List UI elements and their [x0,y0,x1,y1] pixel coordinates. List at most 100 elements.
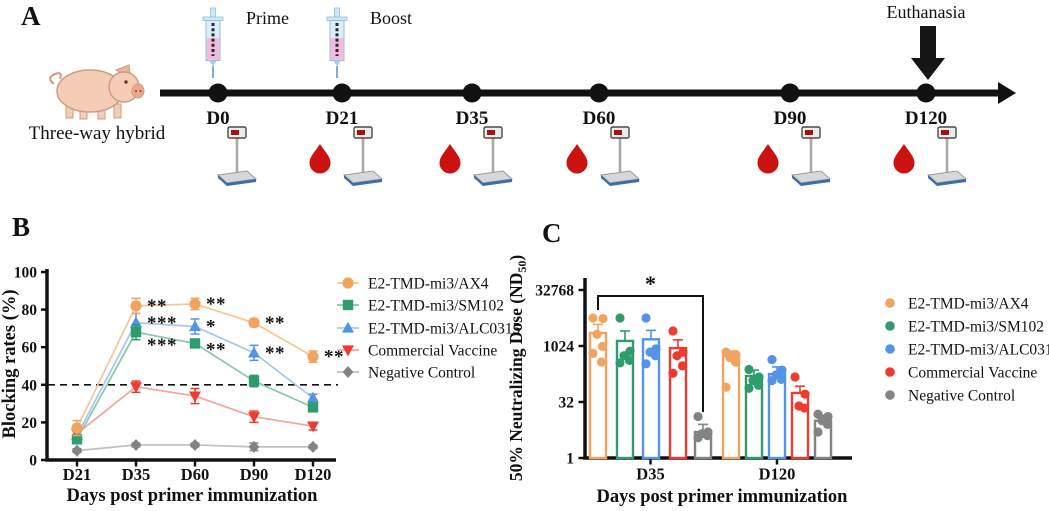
legend-item-E2-TMD-mi3/SM102: E2-TMD-mi3/SM102 [885,319,1044,336]
weighing-scale-icon [790,126,832,186]
panel-a-timeline-diagram: D0 Prime D21 Boost D35 D60 D90 D120 Euthanasia Th… [29,2,1016,186]
data-point [799,403,810,413]
significance-label: ** [147,296,167,317]
axes: 1 32 1024 32768 D35 D120 [535,278,852,484]
data-point [693,411,703,422]
y-axis-title: 50% Neutralizing Dose (ND50) [506,255,529,482]
significance-label: ** [206,339,226,360]
axes: 0 20 40 60 80 100 D21 D35 D60 D90 D120 [14,265,336,484]
timepoint-D35: D35 [439,83,514,186]
y-tick-label: 60 [22,340,38,357]
significance-bracket [597,295,704,412]
panel-b-line-chart: 0 20 40 60 80 100 D21 D35 D60 D90 D120 Blocking rat… [0,265,521,507]
legend-item-E2-TMD-mi3/ALC0315: E2-TMD-mi3/ALC0315 [337,321,521,338]
panel-a-label: A [21,1,41,31]
y-tick-label: 40 [22,377,38,394]
data-point [800,389,810,399]
legend-label: E2-TMD-mi3/ALC0315 [368,321,521,338]
euthanasia-label: Euthanasia [887,2,966,22]
legend-item-E2-TMD-mi3/SM102: E2-TMD-mi3/SM102 [337,298,504,315]
timeline-dot [780,83,800,103]
y-tick-label: 100 [14,265,38,282]
legend-dot-icon [885,390,895,400]
y-tick-label: 80 [22,302,38,319]
data-point [813,427,823,437]
legend-label: Commercial Vaccine [368,343,497,360]
data-point [753,380,764,390]
significance-label: ** [324,347,344,368]
series-E2-TMD-mi3/SM102 [71,323,319,445]
x-axis-title: Days post primer immunization [67,486,319,506]
legend-label: E2-TMD-mi3/AX4 [368,276,489,293]
x-tick-label: D120 [759,465,796,484]
timepoint-day-label: D21 [326,108,359,129]
panel-c-label: C [542,218,562,248]
significance-label: ** [265,343,285,364]
timeline-dot [208,83,228,103]
significance-label: *** [147,335,177,356]
timeline-bar [160,89,998,97]
significance-label: ** [206,294,226,315]
timeline-dot [462,83,482,103]
data-point [668,368,678,378]
timepoint-day-label: D0 [206,108,229,129]
legend-label: Negative Control [908,388,1015,405]
legend-label: E2-TMD-mi3/ALC0315 [908,342,1049,359]
data-point [588,313,598,323]
x-tick-label: D35 [122,465,150,484]
data-point [615,358,625,368]
y-tick-label: 32 [559,395,575,412]
legend-item-E2-TMD-mi3/ALC0315: E2-TMD-mi3/ALC0315 [885,342,1049,359]
timepoint-day-label: D60 [583,108,616,129]
bar [767,372,787,460]
bar-series-E2-TMD-mi3/SM102 [615,313,764,460]
series-E2-TMD-mi3/AX4 [71,297,319,437]
blood-drop-icon [439,144,461,174]
weighing-scale-icon [472,126,514,186]
timepoint-D120: D120 Euthanasia [887,2,968,186]
timeline-dot [589,83,609,103]
data-point [641,313,651,323]
legend-label: E2-TMD-mi3/SM102 [368,298,504,315]
legend: E2-TMD-mi3/AX4 E2-TMD-mi3/SM102 E2-TMD-mi3… [337,276,521,382]
timeline-dot [332,83,352,103]
data-point [650,351,661,361]
data-point [596,357,607,367]
weighing-scale-icon [599,126,641,186]
blood-drop-icon [893,144,915,174]
y-axis-title: Blocking rates (%) [0,289,20,438]
legend-label: Commercial Vaccine [908,365,1037,382]
series-Negative Control [71,438,319,457]
data-point [702,431,713,441]
data-point [790,372,800,382]
legend-item-Negative Control: Negative Control [885,388,1015,405]
data-point [677,361,688,371]
injection-label: Prime [246,8,289,28]
y-tick-label: 20 [22,415,38,432]
data-point [615,313,625,323]
data-point [767,376,777,386]
data-point [767,355,777,365]
data-point [624,355,635,366]
legend-dot-icon [885,298,895,308]
legend-label: Negative Control [368,365,475,382]
y-tick-label: 1024 [543,339,574,356]
significance-label: *** [147,313,177,334]
bar-series-Negative Control [693,409,833,460]
data-point [744,364,754,375]
timeline: D0 Prime D21 Boost D35 D60 D90 D120 Euthanasia [160,2,1016,186]
data-point [598,313,608,324]
data-point [744,383,754,393]
data-point [721,382,731,392]
timepoint-D90: D90 [757,83,832,186]
data-point [592,329,602,339]
timeline-arrowhead-icon [998,82,1016,104]
timepoint-day-label: D120 [905,108,947,129]
timeline-dot [916,83,936,103]
blood-drop-icon [757,144,779,174]
y-tick-label: 32768 [535,283,574,300]
timepoint-day-label: D90 [774,108,807,129]
x-axis-title: Days post primer immunization [597,487,849,507]
y-tick-label: 0 [29,453,37,470]
